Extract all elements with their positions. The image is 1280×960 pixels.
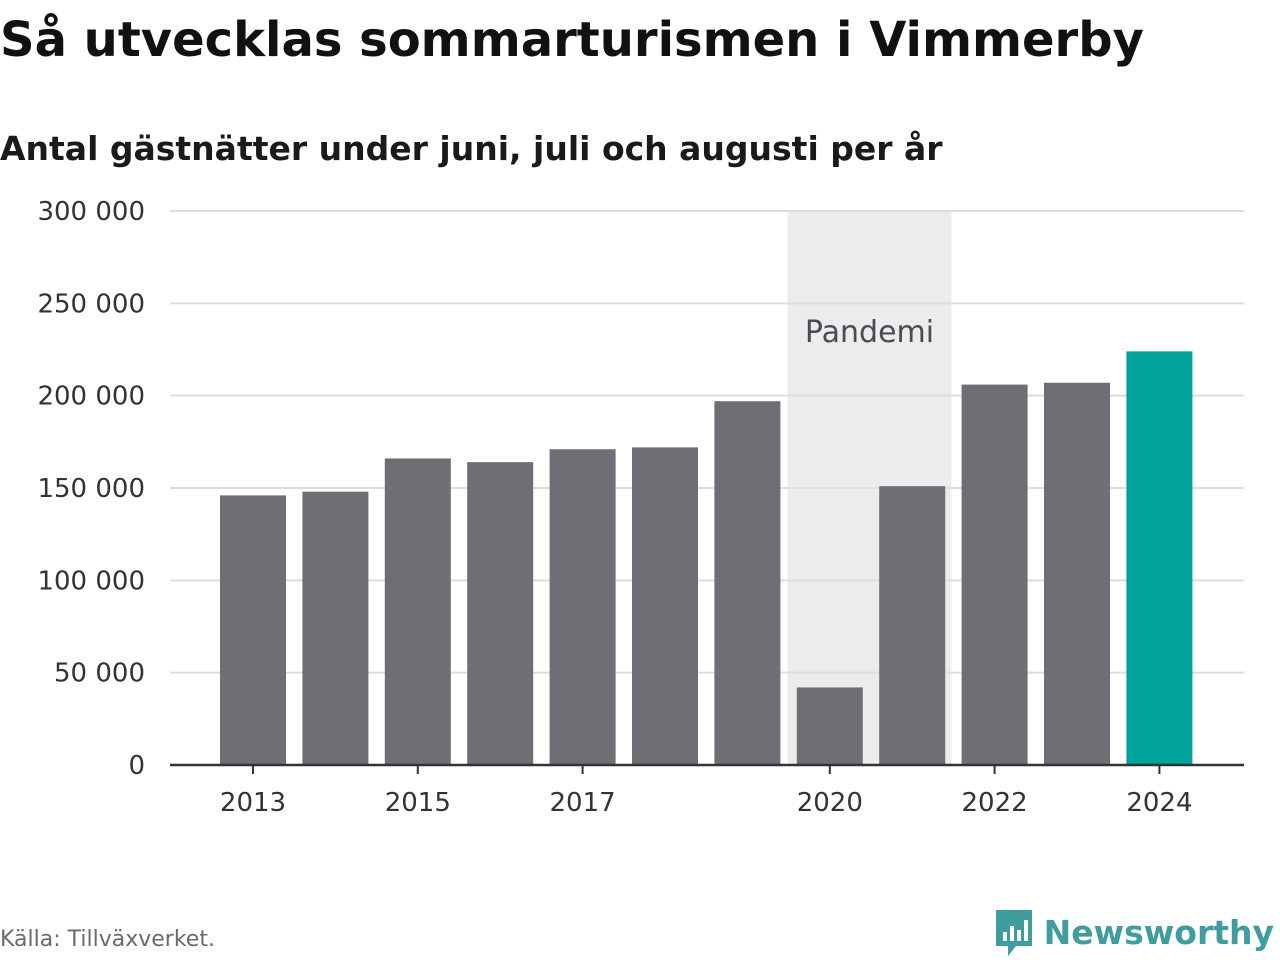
bar-2023: [1044, 382, 1110, 765]
bar-chart: Pandemi 0 50 000 100 000 150 000 200 000 250 …: [37, 197, 1244, 818]
chart-title: Så utvecklas sommarturismen i Vimmerby: [0, 12, 1144, 68]
x-tick-label: 2020: [797, 788, 863, 818]
bar-2015: [384, 458, 451, 765]
y-tick-label: 100 000: [37, 566, 145, 596]
bar-2013: [220, 495, 286, 765]
y-tick-label: 150 000: [37, 474, 145, 504]
bar-2014: [302, 491, 369, 765]
newsworthy-logo-icon: [995, 910, 1032, 956]
bar-2020: [796, 687, 863, 765]
y-tick-label: 200 000: [37, 382, 145, 412]
axes-layer: 2013 2015 2017 2020 2022 2024: [170, 763, 1244, 818]
bar-2017: [549, 449, 616, 765]
x-tick-label: 2017: [550, 788, 616, 818]
y-tick-label: 250 000: [37, 289, 145, 319]
x-tick-label: 2015: [385, 788, 451, 818]
bar-2018: [632, 447, 698, 765]
y-tick-label: 300 000: [37, 197, 145, 227]
bar-2016: [467, 462, 534, 765]
y-tick-label: 0: [128, 751, 145, 781]
source-note: Källa: Tillväxverket.: [0, 927, 215, 952]
bar-2019: [714, 401, 781, 765]
pandemic-band-label: Pandemi: [805, 315, 934, 350]
bar-2024: [1126, 351, 1193, 765]
brand-name: Newsworthy: [1043, 913, 1274, 952]
brand-logo: Newsworthy: [994, 908, 1274, 958]
y-tick-label: 50 000: [54, 659, 145, 689]
bar-2021: [879, 486, 946, 765]
x-tick-label: 2013: [220, 788, 286, 818]
chart-subtitle: Antal gästnätter under juni, juli och au…: [0, 129, 943, 168]
bars-layer: [220, 351, 1193, 765]
x-tick-label: 2022: [962, 788, 1028, 818]
bar-2022: [961, 384, 1028, 765]
x-tick-label: 2024: [1126, 788, 1192, 818]
